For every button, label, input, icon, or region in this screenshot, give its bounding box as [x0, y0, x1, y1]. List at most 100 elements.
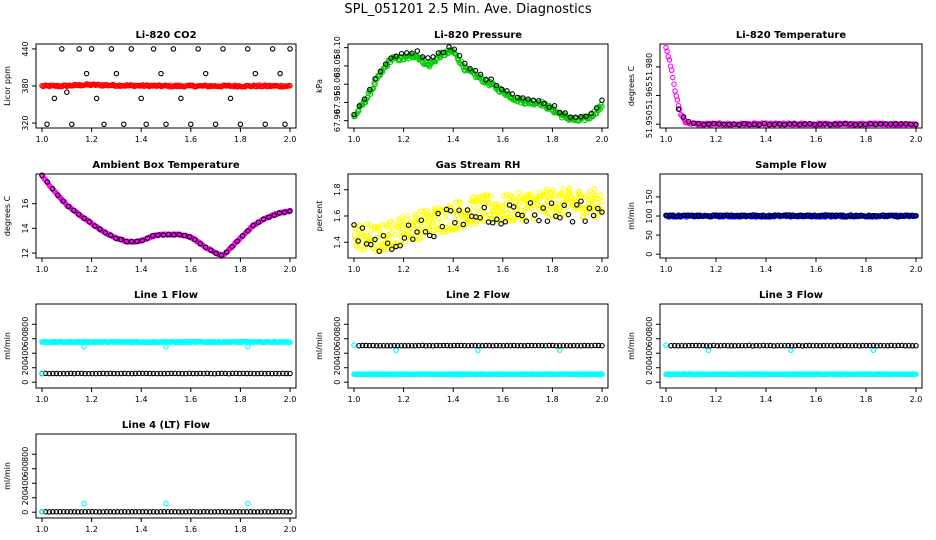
data-point: [874, 343, 880, 349]
data-point: [460, 221, 467, 228]
series-magenta: [663, 44, 919, 129]
x-tick-label: 1.2: [85, 265, 98, 274]
data-point: [281, 209, 288, 215]
data-point: [869, 213, 876, 219]
data-point: [672, 88, 678, 94]
data-point: [477, 208, 483, 215]
data-point: [57, 370, 63, 377]
y-tick-label: 51.965: [645, 82, 654, 110]
x-tick-label: 1.2: [85, 395, 98, 404]
data-point: [123, 238, 130, 245]
data-point: [688, 212, 695, 219]
data-point: [197, 370, 203, 377]
x-tick-label: 1.6: [184, 135, 197, 144]
data-point: [753, 342, 759, 349]
panel-title: Li-820 Temperature: [736, 30, 846, 41]
data-point: [771, 343, 777, 349]
y-tick-label: 12: [21, 248, 30, 258]
data-point: [366, 342, 373, 349]
data-point: [171, 232, 177, 238]
data-point: [175, 370, 182, 377]
y-axis-label: ml/min: [315, 332, 324, 360]
data-point: [193, 509, 200, 515]
data-point: [881, 342, 887, 349]
data-point: [287, 370, 293, 377]
y-tick-label: 14: [21, 223, 30, 233]
data-point: [815, 213, 821, 219]
data-point: [696, 342, 703, 349]
data-point: [154, 370, 160, 377]
data-point: [430, 343, 436, 349]
data-point: [200, 370, 207, 377]
data-point: [531, 212, 538, 218]
series-red: [39, 81, 293, 90]
data-point: [877, 121, 884, 127]
data-point: [412, 343, 419, 349]
data-point: [423, 343, 429, 349]
data-point: [204, 370, 211, 377]
data-point: [193, 370, 200, 377]
y-axis-label: percent: [315, 201, 324, 232]
data-point: [57, 509, 63, 515]
data-point: [535, 202, 541, 209]
data-point: [416, 236, 423, 242]
panel-pressure: Li-820 Pressure kPa 1.0 1.2 1.4 1.6 1.8 2.0 67.9…: [315, 30, 609, 144]
data-point: [840, 213, 847, 220]
data-point: [835, 342, 841, 349]
data-point: [512, 215, 518, 222]
y-tick-label: 150: [645, 189, 654, 204]
data-point: [389, 246, 395, 252]
data-point: [416, 342, 422, 349]
data-point: [786, 121, 793, 127]
data-point: [382, 63, 389, 69]
data-point: [172, 509, 178, 515]
y-tick-label: 50: [645, 230, 654, 240]
data-point: [226, 509, 232, 515]
data-point: [113, 235, 119, 242]
data-point: [592, 192, 599, 199]
data-point: [887, 121, 894, 127]
data-point: [480, 218, 487, 225]
data-point: [440, 49, 447, 56]
data-point: [239, 233, 246, 239]
data-point: [520, 95, 526, 101]
data-point: [594, 212, 601, 218]
data-point: [837, 212, 843, 219]
plot-frame: [659, 303, 923, 389]
data-point: [867, 121, 874, 127]
data-point: [706, 121, 712, 127]
data-point: [728, 343, 735, 349]
data-point: [768, 213, 774, 219]
x-tick-label: 1.8: [546, 135, 559, 144]
data-point: [276, 210, 283, 216]
y-tick-label: 1.8: [333, 183, 342, 196]
data-point: [541, 202, 547, 209]
data-point: [852, 121, 859, 128]
data-point: [550, 187, 556, 193]
data-point: [731, 121, 737, 127]
data-point: [775, 212, 782, 218]
data-point: [267, 82, 273, 89]
data-point: [370, 342, 376, 349]
x-tick-label: 1.8: [860, 395, 873, 404]
data-point: [771, 121, 778, 128]
data-point: [856, 343, 862, 349]
x-tick-label: 1.8: [860, 135, 873, 144]
data-point: [388, 224, 395, 230]
data-point: [693, 342, 699, 349]
data-point: [62, 82, 69, 88]
data-point: [599, 198, 605, 204]
data-point: [592, 342, 598, 349]
data-point: [735, 212, 742, 219]
data-point: [398, 342, 404, 349]
data-point: [566, 188, 572, 194]
data-point: [664, 48, 670, 55]
data-point: [479, 343, 485, 349]
data-point: [540, 205, 546, 211]
data-point: [562, 212, 569, 219]
data-point: [44, 121, 50, 128]
panel-title: Line 3 Flow: [759, 290, 823, 301]
data-point: [262, 370, 268, 377]
data-point: [838, 343, 845, 349]
data-point: [186, 370, 193, 377]
